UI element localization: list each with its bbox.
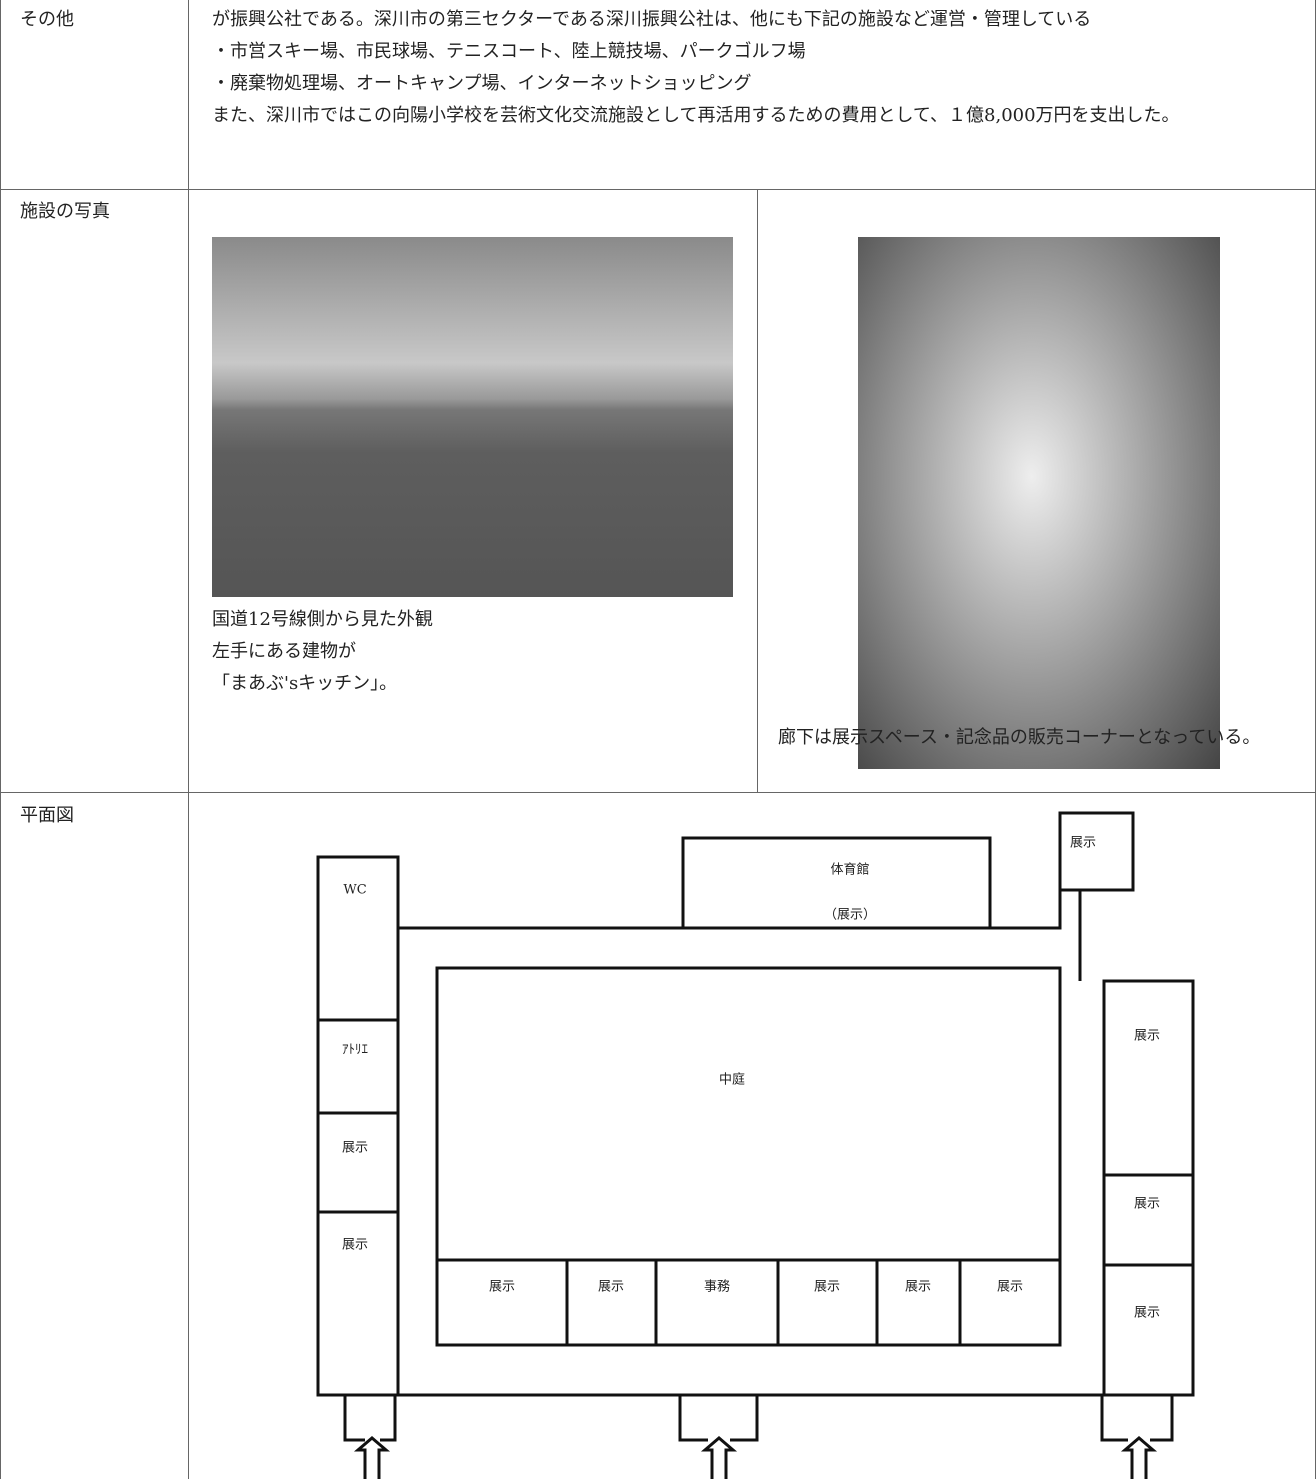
caption: 廊下は展示スペース・記念品の販売コーナーとなっている。	[778, 727, 1261, 748]
paragraph: ・市営スキー場、市民球場、テニスコート、陸上競技場、パークゴルフ場	[212, 41, 806, 62]
room	[1102, 979, 1195, 1177]
room-label: WC	[343, 883, 366, 898]
room-label: 事務	[704, 1280, 730, 1295]
border	[757, 189, 758, 792]
room-label: 展示	[1134, 1197, 1160, 1212]
room-label: 展示	[1070, 836, 1096, 851]
room-label: （展示）	[824, 908, 876, 923]
row-label: その他	[20, 9, 74, 30]
room	[435, 966, 1062, 1347]
room	[316, 1018, 400, 1115]
border	[188, 0, 189, 1479]
entrance	[678, 1395, 759, 1479]
room-label: 体育館	[830, 862, 869, 878]
room-label: 展示	[814, 1280, 840, 1295]
room-label: 展示	[598, 1280, 624, 1295]
room-label: 展示	[905, 1280, 931, 1295]
room-label: 展示	[342, 1238, 368, 1253]
room	[316, 1210, 400, 1397]
room-label: 展示	[1134, 1029, 1160, 1044]
room-label: 展示	[997, 1280, 1023, 1295]
corridor	[318, 890, 1193, 1397]
entrance	[1100, 1395, 1174, 1479]
caption: 国道12号線側から見た外観 左手にある建物が 「まあぶ'sキッチン」。	[212, 604, 433, 700]
room	[1058, 811, 1135, 892]
walls	[437, 1258, 1060, 1345]
room-label: ｱﾄﾘｴ	[342, 1043, 368, 1058]
room-label: 展示	[342, 1141, 368, 1156]
paragraph: が振興公社である。深川市の第三セクターである深川振興公社は、他にも下記の施設など…	[212, 9, 1092, 30]
entrance	[343, 1395, 397, 1479]
border	[0, 792, 1316, 793]
caption-line: 国道12号線側から見た外観	[212, 609, 433, 630]
caption-line: 「まあぶ'sキッチン」。	[212, 673, 398, 694]
room	[1102, 1173, 1195, 1267]
room-label: 展示	[489, 1280, 515, 1295]
room	[316, 855, 400, 1022]
photo-corridor	[858, 237, 1220, 769]
row-label: 施設の写真	[20, 201, 110, 222]
paragraph: また、深川市ではこの向陽小学校を芸術文化交流施設として再活用するための費用として…	[212, 105, 1180, 126]
room-label: 中庭	[719, 1072, 745, 1088]
room	[316, 1111, 400, 1214]
room	[681, 836, 992, 930]
border	[0, 0, 1, 1479]
room	[1102, 1263, 1195, 1397]
cell-text: が振興公社である。深川市の第三セクターである深川振興公社は、他にも下記の施設など…	[212, 4, 1302, 132]
paragraph: ・廃棄物処理場、オートキャンプ場、インターネットショッピング	[212, 73, 752, 94]
photo-exterior	[212, 237, 733, 597]
row-label: 平面図	[20, 805, 74, 826]
border	[0, 189, 1316, 190]
caption-line: 左手にある建物が	[212, 641, 356, 662]
room-label: 展示	[1134, 1306, 1160, 1321]
